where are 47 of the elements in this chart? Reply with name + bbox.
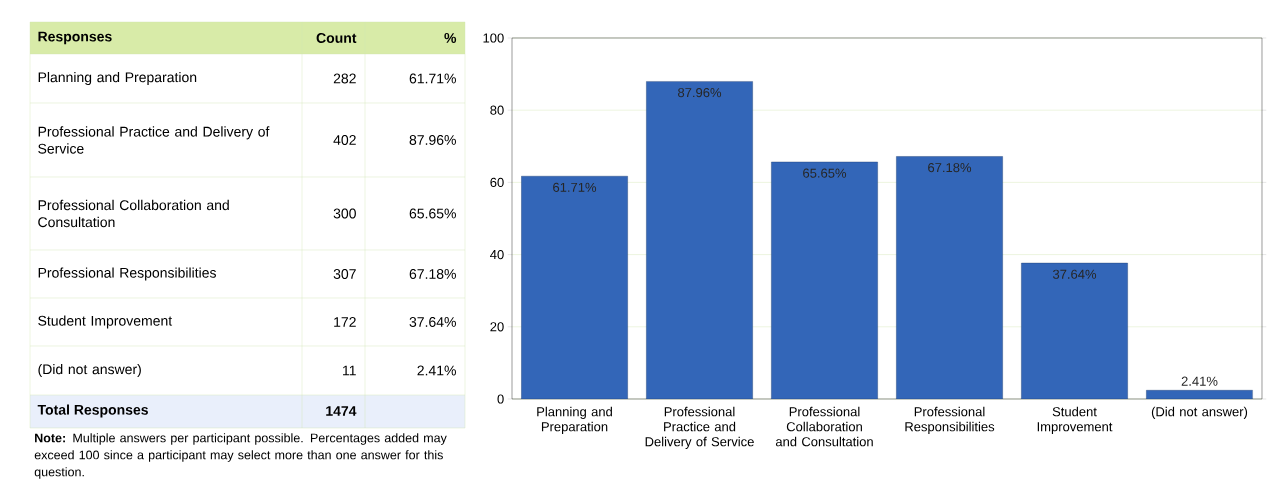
- data-label: 61.71%: [409, 73, 456, 84]
- data-label: 87.96%: [409, 135, 456, 145]
- category-label: Planning and Preparation: [38, 71, 197, 86]
- data-label: 87.96%: [678, 87, 722, 98]
- y-tick-label: 0: [497, 394, 504, 404]
- text: %: [444, 33, 457, 43]
- data-label: 300: [333, 208, 356, 219]
- category-label: Professional Practice and Delivery of Service: [38, 126, 270, 154]
- data-label: 65.65%: [803, 168, 847, 178]
- x-tick-label: (Did not answer): [1151, 406, 1248, 419]
- data-label: 37.64%: [409, 317, 456, 327]
- y-tick-label: 100: [483, 33, 504, 43]
- text: Note: Multiple answers per participant possible. Percentages added may exceed 100 since a participant may select more than one answer for this question.: [34, 433, 447, 479]
- category-label: (Did not answer): [38, 363, 141, 378]
- text: Responses: [38, 31, 112, 45]
- bar: [771, 162, 878, 399]
- x-tick-label: Professional Responsibilities: [905, 406, 995, 434]
- data-label: 37.64%: [1052, 269, 1097, 279]
- x-tick-label: Planning and Preparation: [537, 406, 612, 434]
- text: Total Responses: [37, 404, 148, 418]
- data-label: 282: [333, 73, 356, 84]
- bar: [896, 156, 1003, 399]
- category-label: Student Improvement: [38, 315, 173, 329]
- data-label: 307: [333, 269, 356, 279]
- data-label: 2.41%: [417, 365, 456, 376]
- data-label: 2.41%: [1181, 376, 1218, 386]
- data-label: 61.71%: [553, 182, 597, 192]
- data-label: 11: [343, 365, 356, 376]
- data-label: 67.18%: [928, 163, 972, 173]
- data-label: 65.65%: [409, 208, 456, 219]
- data-label: 402: [333, 135, 356, 145]
- category-label: Professional Collaboration and Consultation: [38, 199, 229, 228]
- data-label: 172: [334, 317, 356, 327]
- x-tick-label: Professional Collaboration and Consultation: [775, 406, 873, 447]
- y-tick-label: 80: [490, 105, 504, 115]
- bar: [646, 81, 753, 399]
- data-label: 67.18%: [409, 269, 456, 279]
- bar: [521, 176, 628, 399]
- text: Count: [316, 33, 357, 43]
- bar: [1021, 263, 1128, 399]
- y-tick-label: 60: [490, 177, 504, 187]
- y-tick-label: 40: [490, 249, 504, 260]
- text: 1474: [326, 406, 357, 416]
- category-label: Professional Responsibilities: [38, 267, 216, 281]
- y-tick-label: 20: [490, 322, 504, 332]
- x-tick-label: Professional Practice and Delivery of Service: [645, 406, 754, 449]
- x-tick-label: Student Improvement: [1037, 406, 1113, 434]
